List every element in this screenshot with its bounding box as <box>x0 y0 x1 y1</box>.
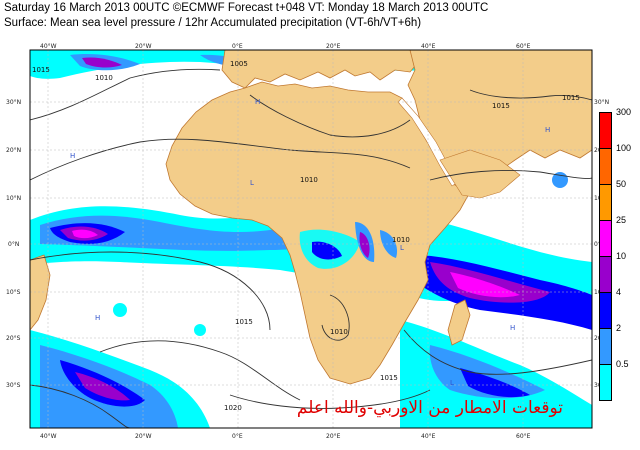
isobar-label: 1010 <box>330 328 348 336</box>
longitude-labels-top: 40°W 20°W 0°E 20°E 40°E 60°E <box>40 43 531 50</box>
pressure-centre: H <box>545 126 550 134</box>
lat-label-left: 30°S <box>6 382 21 389</box>
pressure-centre: L <box>250 179 254 187</box>
legend-label: 25 <box>616 215 627 225</box>
longitude-labels-bottom: 40°W 20°W 0°E 20°E 40°E 60°E <box>40 433 531 440</box>
isobar-label: 1010 <box>300 176 318 184</box>
isobar-label: 1015 <box>380 374 398 382</box>
isobar-label: 1020 <box>224 404 242 412</box>
isobar-label: 1015 <box>562 94 580 102</box>
lat-label-right: 30°N <box>594 99 609 106</box>
pressure-centre: H <box>255 98 260 106</box>
legend-label: 2 <box>616 323 622 333</box>
pressure-centre: L <box>400 244 404 252</box>
isobar-label: 1015 <box>492 102 510 110</box>
legend-swatch <box>599 256 612 293</box>
legend-swatch <box>599 220 612 257</box>
graticule <box>30 50 592 428</box>
forecast-header-line-1: Saturday 16 March 2013 00UTC ©ECMWF Fore… <box>4 2 489 14</box>
lon-label-bottom: 0°E <box>232 433 243 440</box>
pressure-centre: H <box>95 314 100 322</box>
lat-label-left: 20°S <box>6 335 21 342</box>
legend-swatch <box>599 328 612 365</box>
legend-swatch <box>599 148 612 185</box>
legend-label: 10 <box>616 251 627 261</box>
lon-label-top: 20°E <box>326 43 341 50</box>
lon-label-bottom: 60°E <box>516 433 531 440</box>
legend-swatch <box>599 112 612 149</box>
lat-label-left: 20°N <box>6 147 21 154</box>
isobar-label: 1010 <box>95 74 113 82</box>
lon-label-bottom: 40°E <box>421 433 436 440</box>
legend-label: 0.5 <box>616 359 629 369</box>
legend-label: 300 <box>616 107 632 117</box>
isobar-label: 1015 <box>32 66 50 74</box>
lon-label-top: 20°W <box>135 43 152 50</box>
map-frame <box>29 49 593 429</box>
lon-label-top: 40°E <box>421 43 436 50</box>
lon-label-bottom: 40°W <box>40 433 57 440</box>
isobar-label: 1015 <box>235 318 253 326</box>
legend-swatch <box>599 364 612 401</box>
pressure-centre: L <box>450 379 454 387</box>
pressure-centre: H <box>510 324 515 332</box>
pressure-centres: H H L H L H L H <box>70 98 550 387</box>
legend-swatch <box>599 184 612 221</box>
lat-label-left: 10°N <box>6 195 21 202</box>
lat-label-left: 10°S <box>6 289 21 296</box>
isobars <box>30 68 592 428</box>
legend-label: 4 <box>616 287 622 297</box>
arabic-caption-overlay: توقعات الامطار من الاوربي-والله اعلم <box>296 398 563 418</box>
lat-label-left: 0°N <box>8 241 19 248</box>
isobar-labels: 1015 1010 1005 1010 1015 1015 1010 1015 … <box>32 60 580 412</box>
isobar-label: 1010 <box>392 236 410 244</box>
legend-label: 100 <box>616 143 632 153</box>
lon-label-bottom: 20°E <box>326 433 341 440</box>
precipitation-legend: 300 100 50 25 10 4 2 0.5 <box>597 107 640 402</box>
legend-swatch <box>599 292 612 329</box>
lat-label-left: 30°N <box>6 99 21 106</box>
land-precipitation <box>299 222 398 269</box>
latitude-labels-left: 30°N 20°N 10°N 0°N 10°S 20°S 30°S <box>6 99 21 389</box>
lon-label-top: 60°E <box>516 43 531 50</box>
lon-label-top: 0°E <box>232 43 243 50</box>
lon-label-bottom: 20°W <box>135 433 152 440</box>
forecast-header-line-2: Surface: Mean sea level pressure / 12hr … <box>4 17 422 29</box>
lon-label-top: 40°W <box>40 43 57 50</box>
pressure-centre: H <box>70 152 75 160</box>
isobar-label: 1005 <box>230 60 248 68</box>
legend-label: 50 <box>616 179 627 189</box>
